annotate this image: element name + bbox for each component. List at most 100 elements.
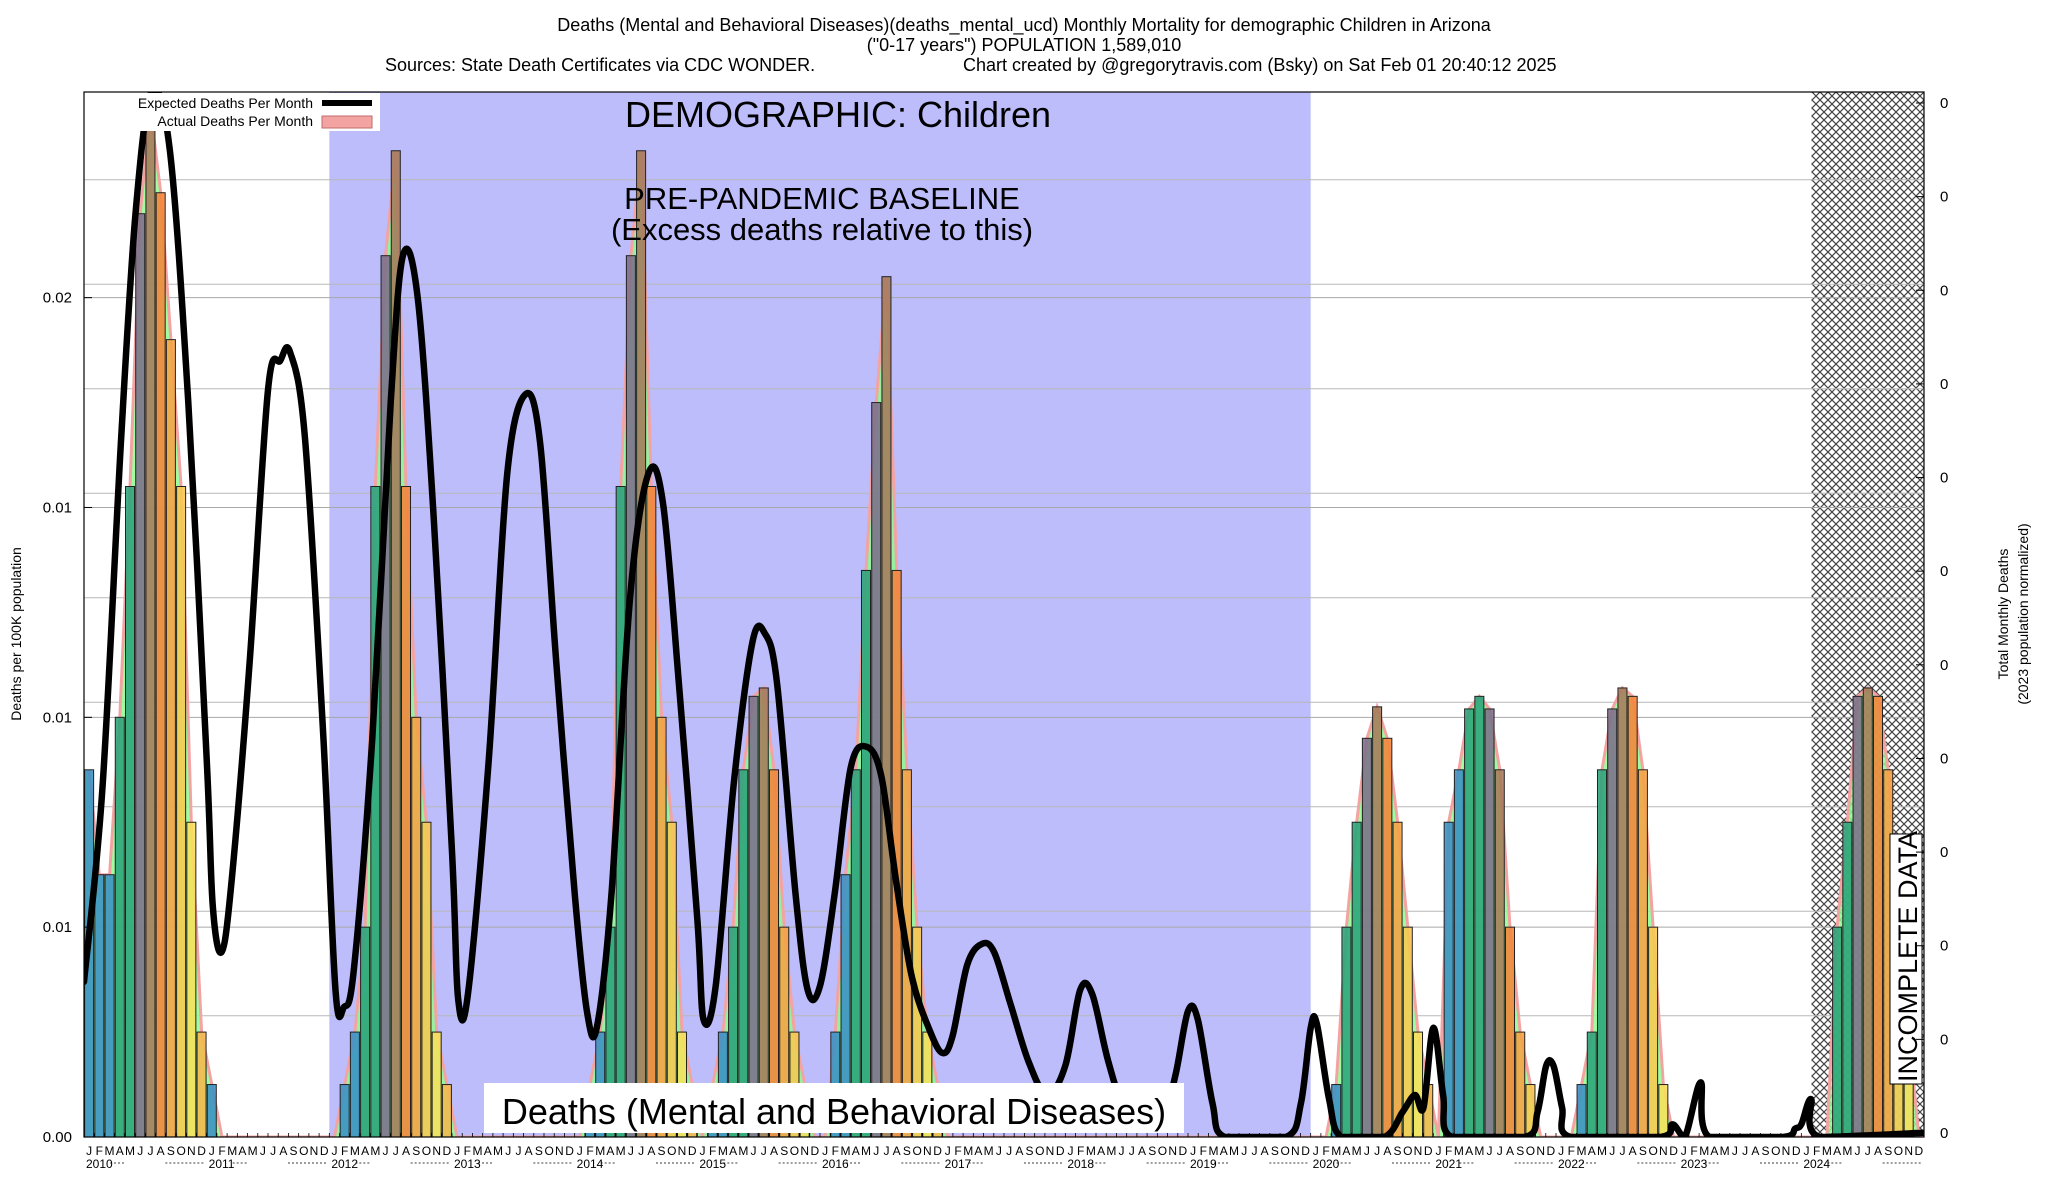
x-month-label: J [1558,1144,1564,1158]
x-month-label: A [1588,1144,1596,1158]
bar [135,213,146,1137]
bar [1586,1031,1597,1137]
x-month-label: S [1639,1144,1647,1158]
x-month-label: J [1742,1144,1748,1158]
x-year-label: 2020 [1313,1157,1340,1171]
y2-axis-label-2: (2023 population normalized) [2015,523,2031,704]
x-month-label: F [1813,1144,1820,1158]
x-month-label: F [1322,1144,1329,1158]
x-month-label: D [320,1144,329,1158]
annotation-baseline-1: PRE-PANDEMIC BASELINE [624,181,1020,216]
y2-tick-label: 0 [1940,376,1948,393]
x-month-label: A [647,1144,655,1158]
x-month-label: O [1526,1144,1535,1158]
x-month-label: J [1364,1144,1370,1158]
annotation-baseline-2: (Excess deaths relative to this) [611,212,1033,247]
x-month-label: F [709,1144,716,1158]
x-month-label: N [310,1144,319,1158]
x-month-label: N [1659,1144,1668,1158]
x-year-label: 2015 [699,1157,726,1171]
x-month-label: J [1251,1144,1257,1158]
x-month-label: S [1148,1144,1156,1158]
x-month-label: J [883,1144,889,1158]
x-month-label: F [1568,1144,1575,1158]
legend-actual-label: Actual Deaths Per Month [157,113,313,129]
bar [1341,926,1352,1137]
x-year-label: 2019 [1190,1157,1217,1171]
x-month-label: J [577,1144,583,1158]
x-month-label: M [984,1144,994,1158]
x-month-label: M [861,1144,871,1158]
bar [1658,1084,1669,1137]
chart-sources: Sources: State Death Certificates via CD… [385,55,815,75]
x-month-label: O [790,1144,799,1158]
x-year-label: 2023 [1681,1157,1708,1171]
actual-area [84,108,1924,1137]
bar [1862,687,1873,1137]
bar [339,1084,350,1137]
x-month-label: J [393,1144,399,1158]
x-month-label: O [1280,1144,1289,1158]
y2-tick-label: 0 [1940,750,1948,767]
bar [840,874,851,1137]
bar [1351,821,1362,1137]
x-month-label: M [595,1144,605,1158]
x-month-label: J [1497,1144,1503,1158]
bar [779,926,790,1137]
x-month-label: N [555,1144,564,1158]
x-month-label: M [718,1144,728,1158]
x-month-label: A [770,1144,778,1158]
x-month-label: A [852,1144,860,1158]
bar [1627,695,1638,1137]
x-month-label: M [1597,1144,1607,1158]
bar [176,485,187,1137]
y2-tick-label: 0 [1940,1125,1948,1142]
x-month-label: J [86,1144,92,1158]
x-month-label: M [738,1144,748,1158]
x-year-label: 2024 [1803,1157,1830,1171]
x-month-label: J [331,1144,337,1158]
bar [124,485,136,1137]
x-month-label: A [1465,1144,1473,1158]
legend: Expected Deaths Per Month Actual Deaths … [85,93,380,131]
x-month-label: J [505,1144,511,1158]
x-month-label: M [350,1144,360,1158]
x-month-label: F [586,1144,593,1158]
x-month-label: N [1414,1144,1423,1158]
bar [360,926,371,1137]
y2-tick-label: 0 [1940,1031,1948,1048]
x-year-label: 2013 [454,1157,481,1171]
x-month-label: D [1056,1144,1065,1158]
x-month-label: J [260,1144,266,1158]
x-year-label: 2022 [1558,1157,1585,1171]
x-month-label: D [1669,1144,1678,1158]
bar [1474,695,1485,1137]
x-month-label: D [1179,1144,1188,1158]
x-month-label: A [361,1144,369,1158]
bar [1453,769,1464,1137]
x-month-label: M [105,1144,115,1158]
legend-actual-swatch [321,115,373,129]
x-month-label: A [606,1144,614,1158]
bar [881,276,892,1137]
y-axis: 0.00 0.01 0.01 0.01 0.02 [43,290,92,1146]
x-month-label: A [1751,1144,1759,1158]
x-month-label: S [290,1144,298,1158]
x-month-label: O [912,1144,921,1158]
bar [186,821,197,1137]
x-month-label: O [176,1144,185,1158]
x-year-label: 2016 [822,1157,849,1171]
x-month-label: O [1894,1144,1903,1158]
bar [390,150,401,1137]
x-month-label: D [565,1144,574,1158]
x-month-label: N [1046,1144,1055,1158]
x-month-label: J [1681,1144,1687,1158]
x-month-label: F [341,1144,348,1158]
bar [646,485,657,1137]
x-month-label: D [443,1144,452,1158]
bar [1382,737,1393,1137]
x-month-label: M [1474,1144,1484,1158]
x-month-label: M [1577,1144,1587,1158]
x-month-label: O [1158,1144,1167,1158]
x-month-label: S [1516,1144,1524,1158]
